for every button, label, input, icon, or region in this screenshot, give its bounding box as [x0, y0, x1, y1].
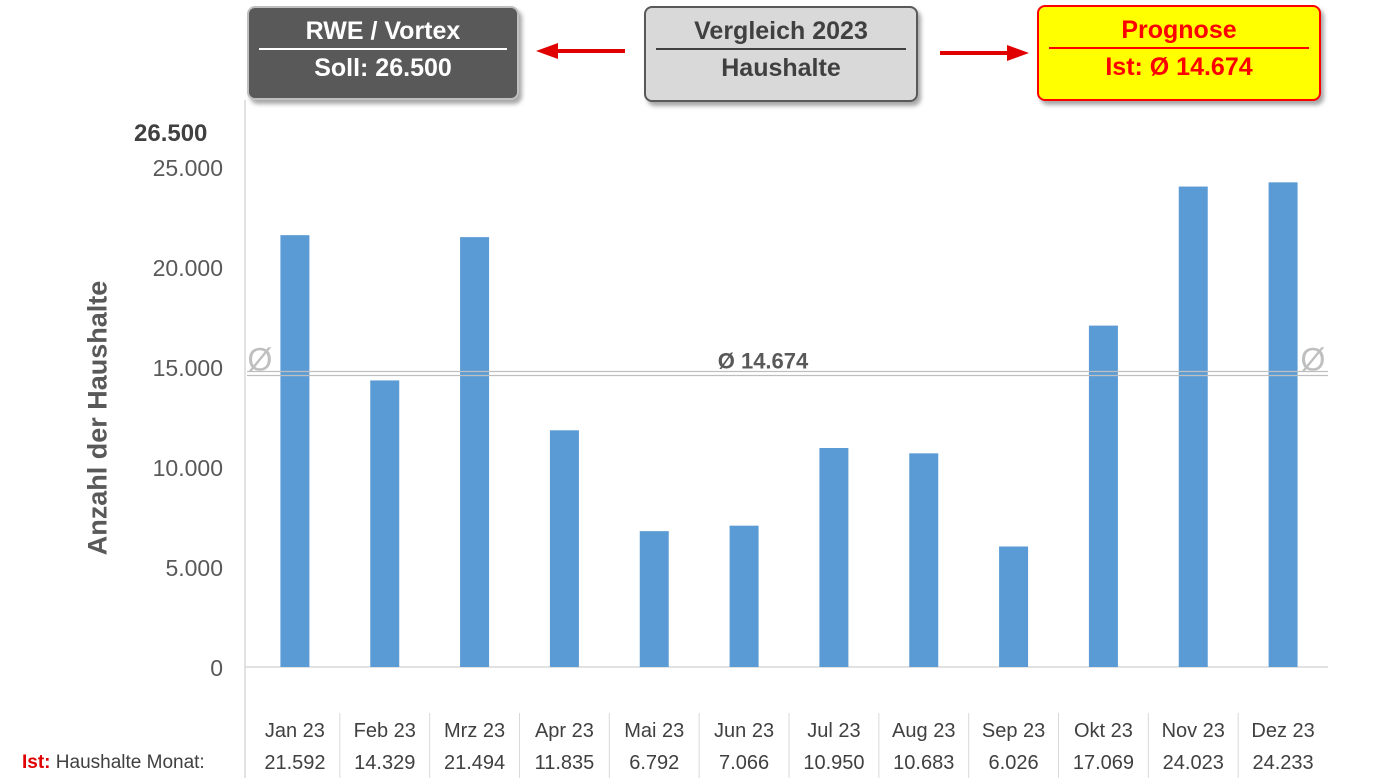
bar: [819, 448, 849, 667]
prognose-box-title: Prognose: [1121, 16, 1237, 44]
x-tick-label: Jun 23: [714, 720, 774, 742]
soll-box-value: Soll: 26.500: [314, 54, 452, 82]
y-tick-label: 5.000: [165, 555, 223, 581]
y-tick-label: 0: [210, 655, 223, 681]
arrows: [536, 43, 1029, 61]
data-label: 21.494: [444, 752, 505, 774]
average-symbol-left: Ø: [248, 342, 273, 378]
average-label: Ø 14.674: [718, 349, 809, 374]
data-label: 7.066: [719, 752, 769, 774]
bar: [729, 525, 759, 667]
x-tick-label: Apr 23: [535, 720, 594, 742]
x-tick-label: Jul 23: [807, 720, 860, 742]
average-symbol-right: Ø: [1301, 342, 1326, 378]
prognose-box-value: Ist: Ø 14.674: [1105, 53, 1253, 81]
axes: [244, 100, 1328, 778]
bars: [280, 182, 1298, 668]
row-label: Ist: Haushalte Monat:: [22, 752, 205, 774]
x-tick-label: Dez 23: [1251, 720, 1314, 742]
arrow-left-head: [536, 43, 558, 59]
prognose-box-divider: [1049, 47, 1309, 49]
data-label: 21.592: [264, 752, 325, 774]
data-label: 14.329: [354, 752, 415, 774]
prognose-box: Prognose Ist: Ø 14.674: [1037, 5, 1321, 101]
y-tick-label: 25.000: [153, 155, 223, 181]
soll-box-divider: [259, 48, 507, 50]
x-tick-label: Sep 23: [982, 720, 1045, 742]
y-tick-label: 20.000: [153, 255, 223, 281]
y-tick-label: 10.000: [153, 455, 223, 481]
data-label: 11.835: [535, 752, 595, 774]
x-tick-label: Mrz 23: [444, 720, 505, 742]
bar: [639, 531, 669, 667]
bar: [1268, 182, 1298, 667]
x-tick-label: Nov 23: [1162, 720, 1225, 742]
bar: [549, 430, 579, 667]
y-axis-label: Anzahl der Haushalte: [82, 280, 113, 556]
arrow-right-head: [1007, 45, 1029, 61]
bar: [460, 237, 490, 667]
data-label: 24.233: [1252, 752, 1313, 774]
x-tick-label: Jan 23: [265, 720, 325, 742]
data-label: 24.023: [1163, 752, 1224, 774]
data-label: 10.683: [893, 752, 954, 774]
chart-subtitle: Haushalte: [721, 54, 841, 82]
bar: [370, 380, 400, 667]
chart-title-divider: [656, 48, 906, 50]
data-label: 17.069: [1073, 752, 1134, 774]
soll-tick-label: 26.500: [134, 120, 208, 147]
bar: [999, 546, 1029, 667]
soll-box-title: RWE / Vortex: [305, 17, 461, 45]
average: Ø Ø Ø 14.674: [247, 342, 1328, 378]
bar: [280, 235, 310, 667]
chart-title: Vergleich 2023: [694, 17, 868, 45]
row-label-prefix: Ist:: [22, 752, 51, 773]
x-tick-label: Mai 23: [624, 720, 684, 742]
x-tick-label: Aug 23: [892, 720, 955, 742]
x-tick-label: Feb 23: [354, 720, 416, 742]
x-categories: Jan 23 21.592 Feb 23 14.329 Mrz 23 21.494 Apr …: [264, 713, 1315, 778]
y-tick-label: 15.000: [153, 355, 223, 381]
soll-box: RWE / Vortex Soll: 26.500: [247, 6, 519, 100]
x-tick-label: Okt 23: [1074, 720, 1133, 742]
bar: [1088, 325, 1118, 667]
row-label-text: Haushalte Monat:: [50, 752, 205, 773]
data-label: 6.792: [629, 752, 679, 774]
bar: [909, 453, 939, 667]
bar: [1178, 186, 1208, 668]
y-ticks: 0 5.000 10.000 15.000 20.000 25.000: [153, 155, 223, 681]
data-label: 10.950: [803, 752, 864, 774]
data-label: 6.026: [989, 752, 1039, 774]
chart-title-box: Vergleich 2023 Haushalte: [644, 6, 918, 102]
